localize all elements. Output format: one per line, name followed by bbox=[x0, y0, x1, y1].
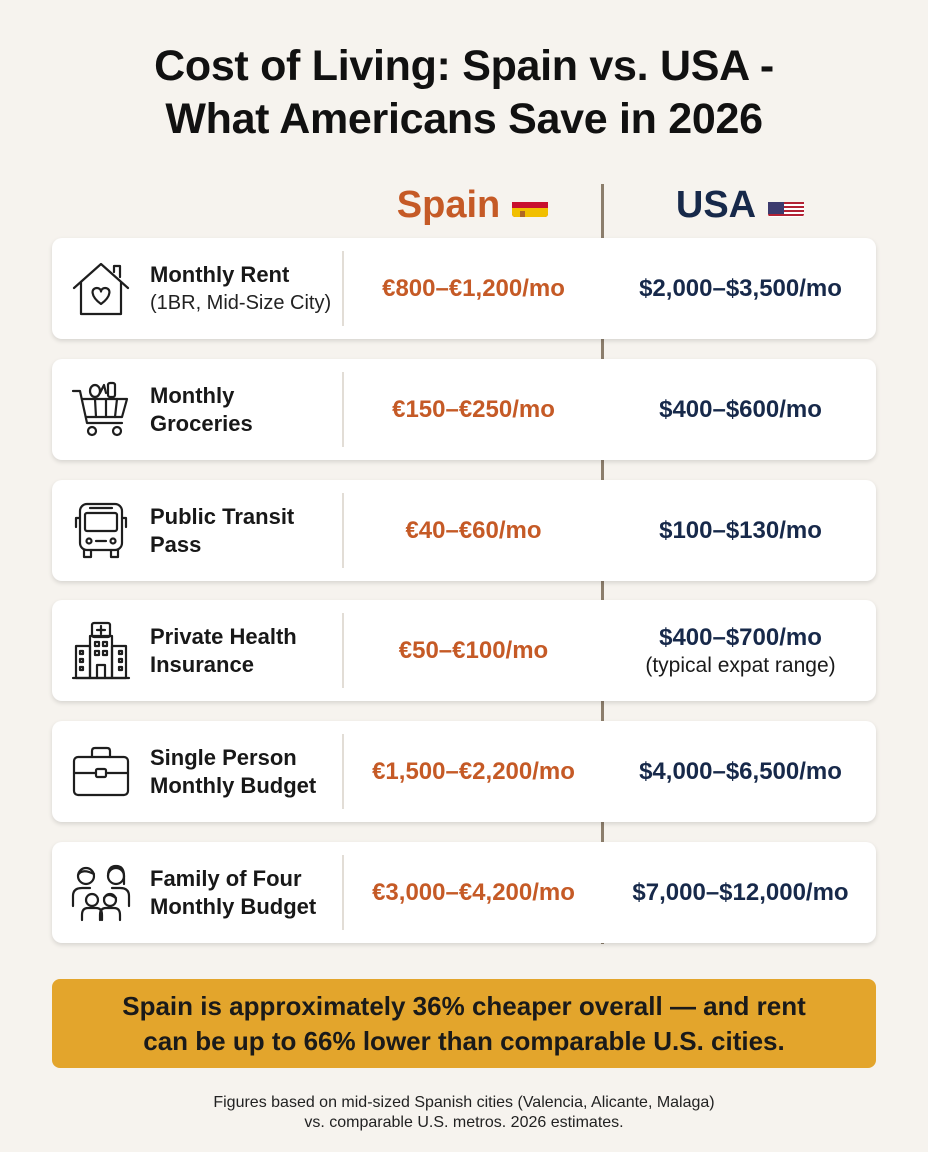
usa-value-note: (typical expat range) bbox=[645, 653, 836, 677]
column-header-spain-label: Spain bbox=[396, 183, 501, 226]
usa-cell: $7,000–$12,000/mo bbox=[605, 842, 876, 943]
column-header-usa: USA bbox=[605, 180, 875, 230]
usa-value: $400–$700/mo bbox=[659, 623, 822, 651]
row-label: Family of Four Monthly Budget bbox=[150, 842, 342, 943]
row-public-transit: Public Transit Pass €40–€60/mo $100–$130… bbox=[52, 480, 876, 581]
usa-cell: $400–$600/mo bbox=[605, 359, 876, 460]
row-family-budget: Family of Four Monthly Budget €3,000–€4,… bbox=[52, 842, 876, 943]
row-health-insurance: Private Health Insurance €50–€100/mo $40… bbox=[52, 600, 876, 701]
row-label: Private Health Insurance bbox=[150, 600, 342, 701]
row-monthly-groceries: Monthly Groceries €150–€250/mo $400–$600… bbox=[52, 359, 876, 460]
row-label-line-2: (1BR, Mid-Size City) bbox=[150, 291, 332, 314]
row-label-line-1: Public Transit bbox=[150, 503, 295, 529]
spain-value: €1,500–€2,200/mo bbox=[372, 757, 575, 785]
spain-value: €3,000–€4,200/mo bbox=[372, 878, 575, 906]
usa-value: $100–$130/mo bbox=[659, 516, 822, 544]
footnote-line-2: vs. comparable U.S. metros. 2026 estimat… bbox=[304, 1114, 624, 1131]
summary-banner: Spain is approximately 36% cheaper overa… bbox=[52, 979, 876, 1068]
column-header-usa-label: USA bbox=[675, 183, 757, 226]
row-separator bbox=[342, 251, 344, 326]
title-line-1: Cost of Living: Spain vs. USA - bbox=[154, 42, 774, 90]
row-separator bbox=[342, 734, 344, 809]
usa-flag-icon bbox=[768, 193, 805, 217]
row-label: Public Transit Pass bbox=[150, 480, 342, 581]
usa-cell: $2,000–$3,500/mo bbox=[605, 238, 876, 339]
summary-line-2: can be up to 66% lower than comparable U… bbox=[143, 1025, 785, 1056]
usa-value: $400–$600/mo bbox=[659, 395, 822, 423]
usa-value: $4,000–$6,500/mo bbox=[639, 757, 842, 785]
row-label-line-1: Monthly bbox=[150, 382, 235, 408]
row-single-budget: Single Person Monthly Budget €1,500–€2,2… bbox=[52, 721, 876, 822]
grocery-cart-icon bbox=[70, 379, 132, 441]
column-header-spain: Spain bbox=[345, 180, 600, 230]
row-label: Single Person Monthly Budget bbox=[150, 721, 342, 822]
row-label-line-2: Monthly Budget bbox=[150, 893, 317, 919]
row-separator bbox=[342, 855, 344, 930]
usa-cell: $400–$700/mo (typical expat range) bbox=[605, 600, 876, 701]
usa-cell: $4,000–$6,500/mo bbox=[605, 721, 876, 822]
spain-value: €50–€100/mo bbox=[398, 636, 549, 664]
row-monthly-rent: Monthly Rent (1BR, Mid-Size City) €800–€… bbox=[52, 238, 876, 339]
spain-value: €800–€1,200/mo bbox=[382, 274, 565, 302]
row-separator bbox=[342, 372, 344, 447]
briefcase-icon bbox=[70, 741, 132, 803]
usa-value: $7,000–$12,000/mo bbox=[632, 878, 849, 906]
house-heart-icon bbox=[70, 258, 132, 320]
title-line-2: What Americans Save in 2026 bbox=[165, 95, 763, 143]
footnote: Figures based on mid-sized Spanish citie… bbox=[0, 1093, 928, 1133]
row-label-line-2: Groceries bbox=[150, 410, 253, 436]
row-label-line-1: Family of Four bbox=[150, 865, 302, 891]
row-label-line-1: Private Health bbox=[150, 623, 297, 649]
family-icon bbox=[70, 862, 132, 924]
row-label: Monthly Groceries bbox=[150, 359, 342, 460]
row-label: Monthly Rent (1BR, Mid-Size City) bbox=[150, 238, 342, 339]
row-label-line-1: Monthly Rent bbox=[150, 261, 290, 287]
row-label-line-2: Pass bbox=[150, 531, 202, 557]
usa-value: $2,000–$3,500/mo bbox=[639, 274, 842, 302]
row-separator bbox=[342, 493, 344, 568]
bus-icon bbox=[70, 500, 132, 562]
spain-flag-icon bbox=[512, 193, 549, 217]
row-label-line-1: Single Person bbox=[150, 744, 297, 770]
row-label-line-2: Monthly Budget bbox=[150, 772, 317, 798]
row-separator bbox=[342, 613, 344, 688]
hospital-icon bbox=[70, 620, 132, 682]
summary-line-1: Spain is approximately 36% cheaper overa… bbox=[122, 990, 806, 1021]
row-label-line-2: Insurance bbox=[150, 651, 254, 677]
spain-value: €40–€60/mo bbox=[405, 516, 542, 544]
spain-value: €150–€250/mo bbox=[392, 395, 555, 423]
page-title: Cost of Living: Spain vs. USA - What Ame… bbox=[0, 40, 928, 146]
footnote-line-1: Figures based on mid-sized Spanish citie… bbox=[213, 1094, 715, 1111]
usa-cell: $100–$130/mo bbox=[605, 480, 876, 581]
